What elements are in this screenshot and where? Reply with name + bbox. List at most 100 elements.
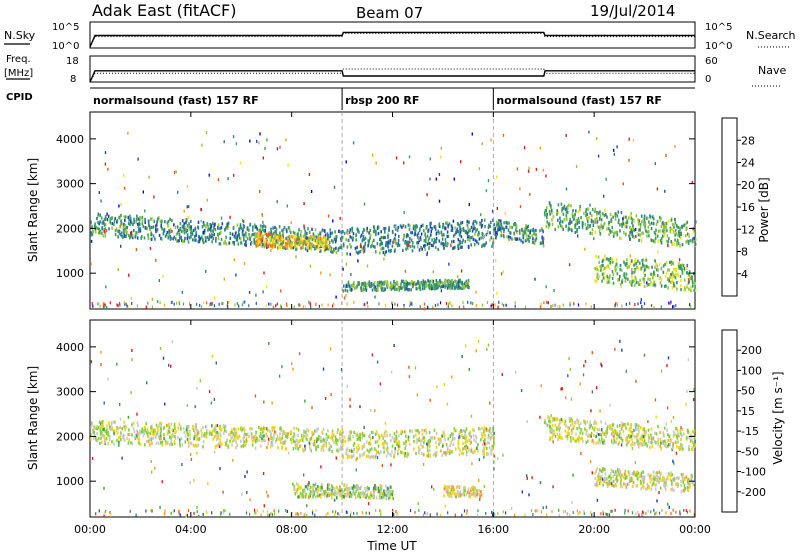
heatmap-cell bbox=[650, 304, 653, 308]
heatmap-cell bbox=[309, 494, 311, 498]
heatmap-cell bbox=[362, 490, 364, 494]
heatmap-cell bbox=[412, 240, 414, 245]
heatmap-cell bbox=[282, 240, 284, 244]
heatmap-cell bbox=[124, 218, 126, 223]
heatmap-cell bbox=[126, 436, 128, 440]
heatmap-cell bbox=[104, 234, 107, 238]
heatmap-cell bbox=[545, 285, 547, 289]
heatmap-cell bbox=[144, 209, 146, 213]
heatmap-cell bbox=[392, 496, 394, 501]
heatmap-cell bbox=[372, 455, 374, 459]
heatmap-cell bbox=[209, 223, 212, 227]
heatmap-cell bbox=[96, 217, 98, 221]
heatmap-cell bbox=[417, 241, 420, 245]
heatmap-cell bbox=[618, 433, 621, 437]
heatmap-cell bbox=[391, 444, 394, 448]
heatmap-cell bbox=[639, 225, 642, 229]
heatmap-cell bbox=[554, 435, 557, 439]
heatmap-cell bbox=[110, 217, 112, 221]
heatmap-cell bbox=[235, 273, 237, 277]
heatmap-cell bbox=[678, 445, 680, 450]
heatmap-cell bbox=[403, 284, 405, 288]
heatmap-cell bbox=[666, 439, 669, 443]
heatmap-cell bbox=[335, 235, 337, 239]
heatmap-cell bbox=[348, 284, 351, 288]
heatmap-cell bbox=[604, 254, 606, 258]
heatmap-cell bbox=[253, 232, 255, 236]
heatmap-cell bbox=[251, 228, 254, 232]
heatmap-cell bbox=[128, 218, 130, 222]
heatmap-cell bbox=[665, 225, 668, 229]
heatmap-cell bbox=[610, 219, 612, 223]
heatmap-cell bbox=[590, 431, 593, 436]
heatmap-cell bbox=[548, 424, 551, 428]
heatmap-cell bbox=[438, 224, 441, 229]
heatmap-cell bbox=[522, 232, 524, 236]
heatmap-cell bbox=[129, 432, 131, 436]
heatmap-cell bbox=[416, 437, 418, 441]
heatmap-cell bbox=[229, 433, 232, 437]
heatmap-cell bbox=[260, 427, 262, 431]
heatmap-cell bbox=[690, 473, 693, 477]
heatmap-cell bbox=[421, 428, 423, 432]
heatmap-cell bbox=[458, 284, 460, 288]
heatmap-cell bbox=[92, 304, 94, 308]
heatmap-cell bbox=[233, 173, 235, 177]
heatmap-cell bbox=[676, 436, 679, 440]
heatmap-cell bbox=[689, 276, 692, 280]
heatmap-cell bbox=[317, 236, 319, 240]
heatmap-cell bbox=[350, 455, 353, 459]
heatmap-cell bbox=[294, 238, 296, 242]
heatmap-cell bbox=[268, 302, 270, 306]
heatmap-cell bbox=[313, 431, 315, 435]
heatmap-cell bbox=[575, 209, 577, 213]
heatmap-cell bbox=[627, 216, 630, 220]
heatmap-cell bbox=[188, 425, 190, 429]
heatmap-cell bbox=[223, 140, 225, 144]
heatmap-cell bbox=[350, 494, 353, 498]
heatmap-cell bbox=[183, 209, 185, 213]
heatmap-cell bbox=[559, 219, 562, 223]
heatmap-cell bbox=[113, 432, 115, 436]
heatmap-cell bbox=[607, 258, 610, 262]
heatmap-cell bbox=[269, 233, 271, 237]
heatmap-cell bbox=[528, 166, 530, 170]
heatmap-cell bbox=[338, 448, 340, 452]
heatmap-cell bbox=[223, 425, 226, 429]
heatmap-cell bbox=[449, 280, 452, 284]
heatmap-cell bbox=[388, 491, 391, 495]
heatmap-cell bbox=[242, 444, 244, 448]
heatmap-cell bbox=[131, 236, 134, 240]
heatmap-cell bbox=[427, 230, 429, 234]
heatmap-cell bbox=[681, 271, 684, 275]
heatmap-cell bbox=[503, 304, 505, 307]
heatmap-cell bbox=[453, 429, 456, 433]
heatmap-cell bbox=[187, 433, 189, 437]
heatmap-cell bbox=[175, 430, 177, 434]
heatmap-cell bbox=[202, 241, 205, 245]
heatmap-cell bbox=[596, 219, 599, 223]
heatmap-cell bbox=[423, 286, 426, 290]
heatmap-cell bbox=[236, 223, 239, 227]
heatmap-cell bbox=[323, 245, 326, 250]
heatmap-cell bbox=[576, 228, 578, 232]
heatmap-cell bbox=[177, 239, 180, 243]
heatmap-cell bbox=[382, 435, 384, 439]
heatmap-cell bbox=[446, 221, 449, 225]
heatmap-cell bbox=[295, 237, 298, 241]
heatmap-cell bbox=[588, 215, 591, 220]
heatmap-cell bbox=[667, 443, 670, 447]
heatmap-cell bbox=[438, 222, 441, 226]
heatmap-cell bbox=[141, 427, 143, 431]
heatmap-cell bbox=[550, 208, 553, 212]
heatmap-cell bbox=[327, 303, 329, 307]
heatmap-cell bbox=[276, 235, 279, 240]
heatmap-cell bbox=[122, 235, 124, 239]
heatmap-cell bbox=[571, 215, 574, 219]
heatmap-cell bbox=[481, 223, 484, 228]
heatmap-cell bbox=[439, 279, 441, 283]
heatmap-cell bbox=[231, 435, 234, 439]
heatmap-cell bbox=[478, 492, 481, 496]
heatmap-cell bbox=[641, 438, 643, 442]
heatmap-cell bbox=[693, 236, 695, 241]
